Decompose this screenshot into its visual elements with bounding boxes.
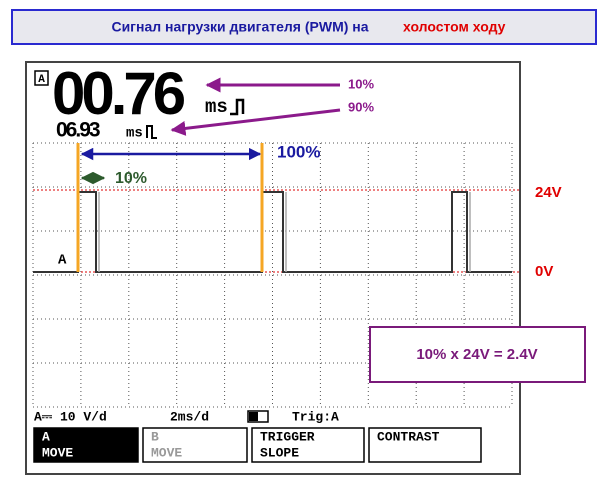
softkey-line1: TRIGGER: [260, 429, 315, 444]
pulse-symbol: [146, 125, 157, 139]
main-unit: ms: [205, 96, 228, 118]
title-highlight: холостом ходу: [403, 19, 506, 35]
formula: 10% x 24V = 2.4V: [416, 346, 537, 363]
status-trigger: Trig:A: [292, 409, 339, 424]
waveform-echo: [98, 192, 471, 272]
annotation-period-span: 100%: [277, 142, 320, 161]
status-channel: A⎓ 10 V/d: [34, 409, 107, 424]
status-timebase: 2ms/d: [170, 409, 209, 424]
softkey-line2: SLOPE: [260, 445, 299, 460]
level-high: 24V: [535, 184, 562, 201]
level-low: 0V: [535, 263, 553, 280]
trace-label: A: [58, 253, 67, 269]
title-box: [11, 9, 597, 45]
annotation-pulse-width: 10%: [348, 76, 374, 91]
softkey[interactable]: CONTRAST: [368, 427, 482, 463]
formula-box: [369, 326, 586, 383]
pulse-symbol: [230, 98, 245, 116]
marker-box: [34, 70, 49, 86]
title: Сигнал нагрузки двигателя (PWM) на: [111, 19, 368, 35]
secondary-unit: ms: [126, 126, 143, 142]
softkey-line1: CONTRAST: [377, 429, 440, 444]
softkey-line2: MOVE: [151, 445, 182, 460]
main-reading: 00.76: [52, 60, 185, 127]
arrow: [170, 108, 341, 136]
battery-level: [249, 412, 258, 421]
softkey-frame: [142, 427, 248, 463]
secondary-reading: 06.93: [56, 119, 100, 142]
annotation-duty-span: 10%: [115, 170, 147, 187]
battery-icon: [247, 410, 269, 423]
softkey-frame: [33, 427, 139, 463]
channel-marker: A: [38, 74, 45, 86]
softkey-line1: B: [151, 429, 159, 444]
softkey-frame: [368, 427, 482, 463]
softkey-line1: A: [42, 429, 50, 444]
softkey-line2: MOVE: [42, 445, 73, 460]
waveform: [33, 191, 512, 273]
annotation-period: 90%: [348, 99, 374, 114]
softkey-frame: [251, 427, 365, 463]
